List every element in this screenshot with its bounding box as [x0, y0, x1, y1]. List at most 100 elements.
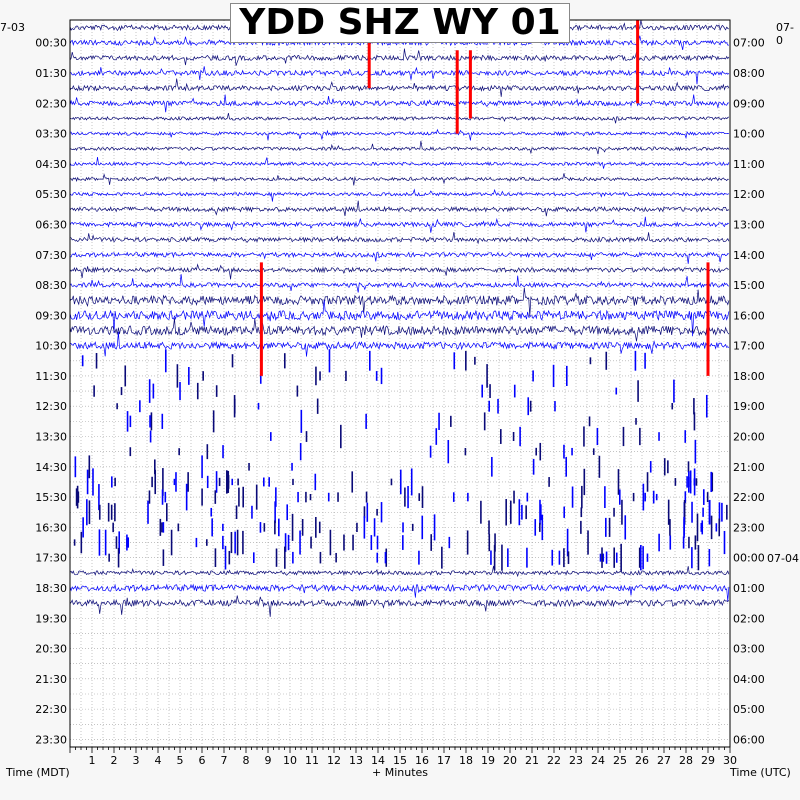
- right-time-label: 08:00: [733, 67, 765, 80]
- x-tick-label: 14: [371, 754, 385, 767]
- x-tick-label: 17: [437, 754, 451, 767]
- x-tick-label: 22: [547, 754, 561, 767]
- trace-line: [69, 156, 730, 169]
- right-time-label: 14:00: [733, 249, 765, 262]
- right-time-label: 15:00: [733, 279, 765, 292]
- y-axis-label-right: Time (UTC): [730, 766, 791, 779]
- trace-line: [69, 274, 730, 293]
- right-time-label: 20:00: [733, 431, 765, 444]
- x-tick-label: 13: [349, 754, 363, 767]
- right-time-axis: 07:00 08:00 09:00 10:00 11:00 12:00 13:00 14:00…: [733, 37, 765, 747]
- right-time-label: 11:00: [733, 158, 765, 171]
- left-time-label: 00:30: [35, 37, 67, 50]
- right-time-label: 12:00: [733, 188, 765, 201]
- x-tick-label: 6: [199, 754, 206, 767]
- trace-line: [69, 188, 730, 202]
- left-time-label: 04:30: [35, 158, 67, 171]
- left-time-label: 06:30: [35, 218, 67, 231]
- x-tick-label: 9: [265, 754, 272, 767]
- trace-line: [69, 595, 730, 617]
- left-time-label: 14:30: [35, 461, 67, 474]
- trace-line: [69, 94, 729, 113]
- chart-title: YDD SHZ WY 01: [230, 3, 570, 43]
- x-tick-label: 8: [243, 754, 250, 767]
- start-date-left: 7-03: [0, 21, 25, 34]
- x-tick-label: 28: [679, 754, 693, 767]
- left-time-label: 17:30: [35, 552, 67, 565]
- trace-line: [69, 200, 730, 217]
- left-time-label: 19:30: [35, 612, 67, 625]
- left-time-label: 09:30: [35, 309, 67, 322]
- left-time-label: 15:30: [35, 491, 67, 504]
- trace-line: [69, 299, 730, 337]
- x-tick-label: 16: [415, 754, 429, 767]
- x-tick-label: 18: [459, 754, 473, 767]
- left-time-label: 23:30: [35, 733, 67, 746]
- x-axis: 1 2 3 4 5 6 7 8 9 10 11 12 13 14 15 16 17 18 19 20 21 22 23 24 2…: [69, 747, 737, 767]
- right-time-label: 22:00: [733, 491, 765, 504]
- right-time-label: 09:00: [733, 97, 765, 110]
- x-tick-label: 12: [327, 754, 341, 767]
- x-tick-label: 1: [89, 754, 96, 767]
- x-tick-label: 24: [591, 754, 605, 767]
- left-time-label: 12:30: [35, 400, 67, 413]
- trace-line: [70, 66, 730, 85]
- left-time-label: 18:30: [35, 582, 67, 595]
- x-tick-label: 23: [569, 754, 583, 767]
- x-tick-label: 11: [305, 754, 319, 767]
- y-axis-label-left: Time (MDT): [6, 766, 70, 779]
- left-time-label: 05:30: [35, 188, 67, 201]
- clipped-events: [259, 20, 710, 376]
- x-tick-label: 26: [635, 754, 649, 767]
- x-tick-label: 20: [503, 754, 517, 767]
- trace-line: [69, 287, 730, 317]
- trace-line: [70, 113, 730, 124]
- x-tick-label: 21: [525, 754, 539, 767]
- left-time-label: 08:30: [35, 279, 67, 292]
- right-time-label: 10:00: [733, 128, 765, 141]
- x-axis-label: + Minutes: [372, 766, 429, 779]
- x-tick-label: 3: [133, 754, 140, 767]
- x-tick-label: 25: [613, 754, 627, 767]
- x-tick-label: 30: [723, 754, 737, 767]
- right-time-label: 07:00: [733, 37, 765, 50]
- right-time-label: 06:00: [733, 733, 765, 746]
- trace-line: [69, 173, 729, 186]
- left-time-label: 02:30: [35, 97, 67, 110]
- left-time-label: 22:30: [35, 703, 67, 716]
- right-time-label: 05:00: [733, 703, 765, 716]
- left-time-label: 21:30: [35, 673, 67, 686]
- left-time-label: 16:30: [35, 521, 67, 534]
- left-time-label: 20:30: [35, 643, 67, 656]
- trace-line: [69, 216, 730, 233]
- x-tick-label: 29: [701, 754, 715, 767]
- x-tick-label: 19: [481, 754, 495, 767]
- right-time-label: 19:00: [733, 400, 765, 413]
- trace-line: [69, 78, 730, 97]
- x-tick-label: 10: [283, 754, 297, 767]
- trace-line: [69, 565, 730, 578]
- right-time-label: 23:00: [733, 521, 765, 534]
- right-time-label: 03:00: [733, 643, 765, 656]
- right-time-label: 04:00: [733, 673, 765, 686]
- start-date-right: 07-0: [776, 21, 794, 47]
- left-time-axis: 00:30 01:30 02:30 03:30 04:30 05:30 06:30 07:30…: [35, 37, 67, 747]
- right-time-label: 01:00: [733, 582, 765, 595]
- left-time-label: 07:30: [35, 249, 67, 262]
- trace-line: [69, 48, 730, 66]
- left-time-label: 13:30: [35, 431, 67, 444]
- trace-line: [70, 128, 729, 141]
- x-tick-label: 4: [155, 754, 162, 767]
- date-change-label: 07-04: [767, 552, 799, 565]
- traces: [69, 16, 730, 617]
- x-tick-label: 5: [177, 754, 184, 767]
- right-time-label: 02:00: [733, 612, 765, 625]
- trace-line: [69, 263, 730, 280]
- x-tick-label: 15: [393, 754, 407, 767]
- right-time-label: 13:00: [733, 218, 765, 231]
- trace-line: [69, 231, 730, 245]
- trace-line: [69, 318, 730, 342]
- x-tick-label: 27: [657, 754, 671, 767]
- x-tick-label: 2: [111, 754, 118, 767]
